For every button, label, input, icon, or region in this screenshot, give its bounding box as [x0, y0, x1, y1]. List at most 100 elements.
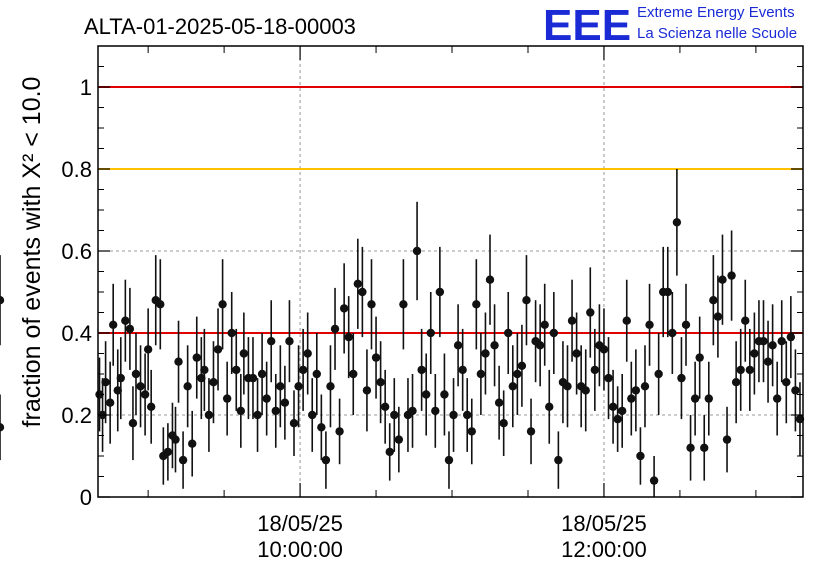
point-marker [522, 296, 531, 305]
data-point [376, 341, 385, 424]
point-marker [232, 365, 241, 375]
plot-frame [97, 45, 804, 498]
point-marker [750, 349, 759, 358]
data-point [604, 337, 613, 420]
data-point [645, 283, 654, 366]
data-point [308, 378, 317, 452]
point-marker [700, 443, 709, 452]
data-point [188, 410, 197, 477]
point-marker [143, 345, 153, 354]
point-marker [608, 402, 618, 411]
point-marker [204, 410, 214, 420]
chart-title: ALTA-01-2025-05-18-00003 [84, 14, 356, 39]
point-marker [554, 455, 563, 465]
data-point [595, 304, 604, 387]
data-point [280, 365, 290, 440]
point-marker [668, 328, 677, 338]
point-marker [545, 402, 554, 411]
data-point [540, 283, 549, 366]
point-marker [540, 320, 549, 329]
data-point [358, 246, 367, 338]
data-point [554, 431, 563, 489]
point-marker [444, 455, 454, 465]
data-point [549, 292, 559, 374]
data-point [750, 312, 759, 395]
data-point [239, 312, 249, 395]
point-marker [640, 382, 650, 391]
point-marker [736, 365, 745, 375]
data-point [222, 361, 232, 436]
data-point [209, 341, 218, 424]
data-point [143, 308, 153, 391]
data-point [248, 337, 258, 420]
point-marker [677, 373, 686, 383]
data-point [654, 333, 663, 415]
point-marker [499, 419, 508, 428]
data-point [330, 287, 340, 370]
data-point [581, 349, 590, 432]
data-point [763, 320, 773, 403]
point-marker [636, 451, 645, 461]
data-point [178, 431, 188, 489]
data-point [344, 296, 353, 379]
data-point [232, 328, 241, 411]
point-marker [271, 406, 280, 416]
point-marker [741, 316, 750, 325]
data-point [782, 341, 791, 424]
data-point [586, 267, 595, 358]
data-point [412, 201, 422, 301]
data-point [494, 365, 504, 440]
point-marker [192, 353, 201, 362]
data-point [572, 312, 581, 395]
data-point [204, 378, 214, 452]
point-marker [385, 447, 394, 457]
point-marker [339, 304, 349, 313]
data-point [236, 374, 246, 448]
y-tick-label: 0.2 [61, 403, 92, 428]
point-marker [218, 300, 227, 309]
data-point [453, 304, 463, 387]
point-marker [394, 435, 404, 444]
x-tick-time: 10:00:00 [257, 537, 343, 562]
data-point [417, 328, 426, 411]
data-point [485, 234, 495, 325]
point-marker [567, 316, 577, 325]
point-marker [722, 435, 732, 444]
data-point [617, 374, 627, 448]
data-point [156, 259, 165, 350]
data-point [218, 259, 227, 350]
point-marker [768, 341, 777, 350]
point-marker [526, 427, 536, 436]
point-marker [709, 296, 718, 305]
data-point [371, 316, 381, 399]
logo-mark: EEE [543, 1, 631, 50]
data-point [421, 353, 431, 436]
data-point [121, 279, 130, 362]
point-marker [672, 218, 682, 227]
point-marker [494, 398, 504, 407]
data-point [276, 345, 285, 428]
data-point [271, 374, 280, 448]
data-point [403, 378, 413, 452]
data-point [353, 238, 363, 329]
point-marker [267, 337, 276, 346]
point-marker [376, 378, 385, 387]
data-point [613, 386, 622, 452]
data-point [131, 333, 141, 415]
x-tick-date: 18/05/25 [257, 511, 343, 536]
data-point [727, 230, 736, 321]
point-marker [622, 316, 631, 325]
data-point [116, 337, 125, 420]
point-marker [353, 279, 363, 288]
data-point [718, 234, 727, 325]
point-marker [782, 378, 791, 387]
point-marker [453, 341, 463, 350]
y-tick-label: 0 [80, 485, 92, 510]
data-point [772, 361, 782, 436]
point-marker [140, 390, 150, 399]
point-marker [128, 419, 138, 428]
point-marker [294, 382, 303, 391]
point-marker [0, 423, 5, 432]
data-point [681, 283, 691, 366]
data-points [0, 169, 805, 497]
